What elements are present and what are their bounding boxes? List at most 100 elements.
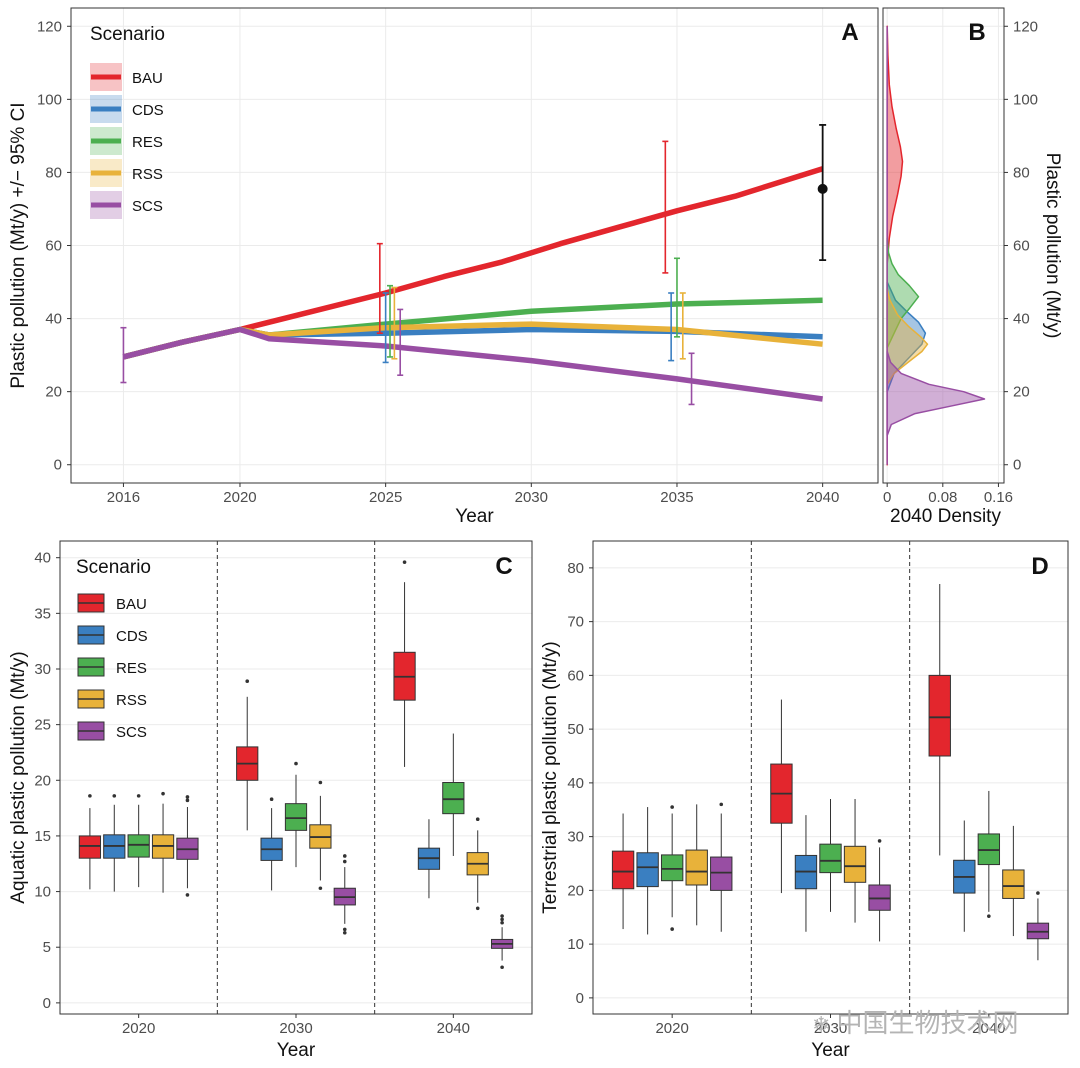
outlier-point (161, 791, 165, 796)
x-tick-label: 0.08 (928, 489, 957, 506)
legend-label: BAU (132, 70, 163, 87)
legend-label: SCS (132, 198, 163, 215)
y-tick-label: 120 (37, 18, 62, 35)
series-line-scs (122, 326, 823, 402)
panel-label: A (841, 19, 858, 46)
wechat-logo-icon: ❄ (812, 1013, 831, 1038)
outlier-point (402, 560, 407, 564)
outlier-point (185, 893, 190, 897)
y-axis-label: Plastic pollution (Mt/y) (1042, 153, 1063, 339)
y-tick-label: 10 (34, 884, 51, 901)
legend-label: RSS (116, 692, 147, 709)
outlier-point (500, 917, 504, 922)
y-tick-label: 40 (1013, 311, 1030, 328)
legend-label: RES (116, 660, 147, 677)
outlier-point (185, 795, 190, 799)
y-tick-label: 40 (45, 311, 62, 328)
legend-title: Scenario (76, 557, 151, 578)
legend-label: CDS (116, 628, 148, 645)
y-tick-label: 60 (45, 238, 62, 255)
watermark: ❄ 中国生物技术网 (812, 1003, 1018, 1040)
box-res-2020 (660, 854, 684, 882)
observed-point (817, 183, 828, 194)
box-res-2030 (819, 843, 842, 874)
y-tick-label: 20 (567, 882, 584, 899)
y-tick-label: 15 (34, 828, 51, 845)
box-bau-2020 (611, 850, 635, 890)
outlier-point (318, 780, 323, 785)
x-tick-label: 2020 (122, 1020, 155, 1037)
legend-label: BAU (116, 596, 147, 613)
box-cds-2020 (636, 852, 659, 888)
outlier-point (136, 794, 141, 798)
outlier-point (987, 914, 991, 918)
y-tick-label: 20 (45, 384, 62, 401)
outlier-point (342, 927, 347, 932)
y-tick-label: 0 (576, 990, 584, 1007)
box-res-2040 (442, 782, 465, 815)
y-tick-label: 10 (567, 936, 584, 953)
legend-label: RES (132, 134, 163, 151)
y-tick-label: 60 (567, 667, 584, 684)
panel-label: B (968, 19, 985, 46)
legend-label: RSS (132, 166, 163, 183)
y-tick-label: 35 (34, 605, 51, 622)
panel-label: D (1031, 553, 1048, 580)
y-tick-label: 80 (45, 164, 62, 181)
y-tick-label: 20 (34, 772, 51, 789)
y-axis-label: Plastic pollution (Mt/y) +/− 95% CI (8, 102, 29, 388)
y-tick-label: 30 (34, 661, 51, 678)
y-tick-label: 100 (1013, 91, 1038, 108)
y-tick-label: 50 (567, 721, 584, 738)
box-bau-2040 (928, 674, 951, 757)
y-tick-label: 80 (1013, 164, 1030, 181)
outlier-point (185, 798, 190, 803)
outlier-point (294, 761, 298, 766)
y-tick-label: 5 (43, 939, 51, 956)
y-tick-label: 0 (43, 995, 51, 1012)
outlier-point (342, 854, 347, 858)
outlier-point (112, 794, 117, 798)
outlier-point (877, 839, 882, 843)
outlier-point (475, 906, 480, 911)
box-rss-2020 (685, 849, 708, 886)
y-tick-label: 70 (567, 614, 584, 631)
x-axis-label: Year (811, 1040, 850, 1061)
outlier-point (88, 794, 92, 798)
outlier-point (342, 859, 347, 864)
box-res-2020 (127, 834, 150, 858)
legend-label: SCS (116, 724, 147, 741)
panel-border (592, 540, 1069, 1015)
y-tick-label: 60 (1013, 238, 1030, 255)
x-tick-label: 2030 (515, 489, 548, 506)
y-tick-label: 0 (1013, 457, 1021, 474)
outlier-point (500, 920, 504, 925)
outlier-point (318, 886, 323, 891)
x-tick-label: 2035 (660, 489, 693, 506)
outlier-point (670, 805, 674, 809)
outlier-point (1036, 891, 1040, 895)
x-tick-label: 2016 (107, 489, 140, 506)
x-tick-label: 2030 (814, 1020, 847, 1037)
outlier-point (475, 817, 480, 822)
x-tick-label: 2040 (437, 1020, 470, 1037)
panel-c: 0 5 10 15 20 25 30 35 40 2020 2030 2040 Year Aquatic … (8, 540, 533, 1061)
outlier-point (670, 927, 674, 931)
outlier-point (245, 679, 250, 684)
outlier-point (719, 802, 724, 807)
x-tick-label: 2040 (806, 489, 839, 506)
y-tick-label: 120 (1013, 18, 1038, 35)
x-tick-label: 2030 (279, 1020, 312, 1037)
y-tick-label: 40 (567, 775, 584, 792)
box-rss-2030 (843, 845, 867, 883)
box-scs-2020 (710, 856, 733, 891)
x-tick-label: 2025 (369, 489, 402, 506)
y-axis-label: Aquatic plastic pollution (Mt/y) (8, 651, 29, 903)
outlier-point (500, 914, 504, 918)
outlier-point (269, 797, 274, 802)
watermark-text: 中国生物技术网 (836, 1009, 1019, 1039)
x-axis-label: Year (277, 1040, 316, 1061)
